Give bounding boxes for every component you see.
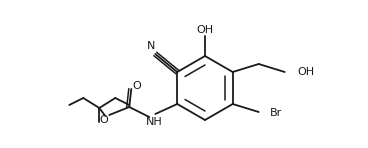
Text: NH: NH — [146, 117, 163, 127]
Text: OH: OH — [298, 67, 315, 77]
Text: OH: OH — [197, 25, 213, 35]
Text: O: O — [132, 81, 141, 91]
Text: N: N — [147, 41, 155, 51]
Text: O: O — [99, 115, 108, 125]
Text: Br: Br — [270, 108, 282, 118]
